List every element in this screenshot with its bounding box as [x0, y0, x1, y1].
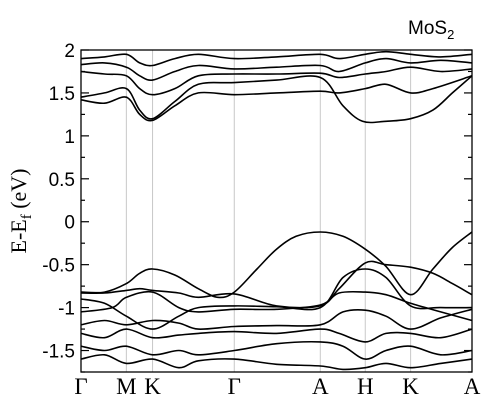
- chart-title-subscript: 2: [447, 27, 454, 42]
- band-line-12: [80, 57, 473, 82]
- band-lines: [80, 50, 473, 371]
- kpoint-label: Γ: [74, 374, 87, 399]
- band-line-13: [80, 50, 473, 67]
- y-tick-label: 1: [64, 127, 75, 148]
- y-tick-label: 0.5: [49, 170, 75, 191]
- kpoint-label: K: [402, 374, 419, 399]
- kpoint-label: A: [312, 374, 329, 399]
- y-axis-label: E-Ef (eV): [6, 168, 35, 253]
- kpoint-label: H: [357, 374, 374, 399]
- band-line-2: [80, 260, 473, 309]
- kpoint-label: K: [144, 374, 161, 399]
- band-line-7: [80, 341, 473, 360]
- plot-frame: [80, 49, 473, 373]
- band-line-8: [80, 353, 473, 371]
- kpoint-label: A: [464, 374, 481, 399]
- band-line-1: [80, 231, 473, 299]
- band-line-9: [80, 75, 473, 124]
- y-axis-label-subscript: f: [19, 214, 35, 219]
- band-line-6: [80, 328, 473, 343]
- band-line-5: [80, 308, 473, 330]
- kpoint-gridlines: [125, 50, 412, 372]
- band-line-10: [80, 75, 473, 122]
- band-line-11: [80, 66, 473, 96]
- y-tick-label: -1.5: [42, 342, 75, 363]
- kpoint-label: M: [116, 374, 136, 399]
- y-tick-label: 0: [64, 213, 75, 234]
- y-tick-label: -1: [58, 299, 75, 320]
- kpoint-label: Γ: [228, 374, 241, 399]
- chart-title: MoS2: [408, 18, 454, 42]
- y-tick-label: 1.5: [49, 84, 75, 105]
- y-tick-label: 2: [64, 41, 75, 62]
- y-axis-ticks: -1.5 -1 -0.5 0 0.5 1 1.5 2: [42, 41, 472, 373]
- y-axis-label-unit: (eV): [6, 168, 31, 214]
- y-tick-label: -0.5: [42, 256, 75, 277]
- band-line-4: [80, 290, 473, 322]
- band-line-3: [80, 268, 473, 330]
